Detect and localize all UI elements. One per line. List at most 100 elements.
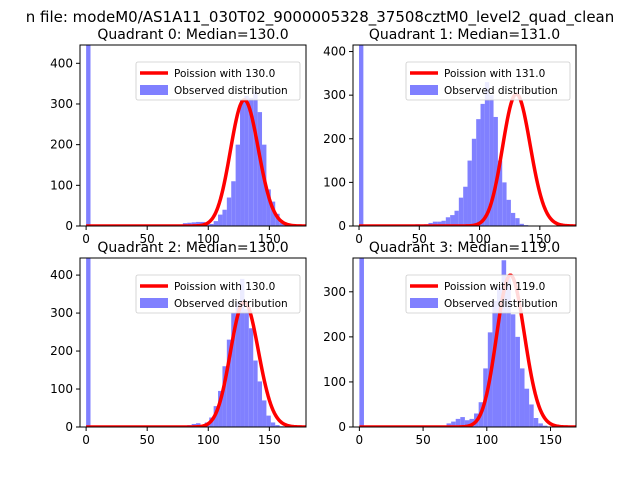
- x-tick-label: 0: [82, 433, 90, 447]
- histogram-bar: [489, 95, 494, 226]
- histogram-bar: [493, 116, 498, 226]
- legend-entry-observed: Observed distribution: [444, 298, 558, 310]
- y-tick-label: 100: [323, 175, 346, 189]
- legend-entry-poisson: Poission with 130.0: [174, 68, 275, 80]
- histogram-bar: [501, 260, 507, 427]
- histogram-bar: [266, 415, 271, 427]
- subplot-title: Quadrant 0: Median=130.0: [97, 27, 288, 43]
- histogram-bar: [257, 381, 263, 427]
- histogram-bar: [506, 278, 511, 427]
- histogram-bar: [262, 400, 267, 427]
- histogram-bar: [463, 186, 468, 226]
- legend-patch-swatch: [410, 85, 438, 95]
- histogram-bar: [231, 313, 236, 427]
- y-tick-label: 300: [323, 285, 346, 299]
- histogram-bar: [524, 388, 530, 427]
- axes-frame: [79, 257, 307, 428]
- histogram-bar: [275, 425, 280, 427]
- legend-entry-poisson: Poission with 119.0: [444, 281, 545, 293]
- poisson-curve: [358, 273, 576, 427]
- histogram-bar: [476, 119, 481, 226]
- y-tick-label: 300: [323, 88, 346, 102]
- histogram-bar: [248, 97, 254, 226]
- histogram-bar: [450, 215, 455, 226]
- axes-frame: [352, 44, 577, 227]
- y-tick-label: 300: [50, 306, 73, 320]
- x-tick-label: 150: [528, 232, 551, 246]
- y-tick-label: 200: [50, 138, 73, 152]
- histogram-bar: [515, 218, 520, 226]
- x-tick-label: 50: [140, 433, 155, 447]
- x-tick-label: 150: [258, 433, 281, 447]
- histogram-bar: [451, 421, 456, 427]
- y-tick-label: 100: [50, 178, 73, 192]
- legend-entry-observed: Observed distribution: [174, 85, 288, 97]
- x-tick-label: 50: [140, 232, 155, 246]
- histogram-bar: [275, 213, 280, 226]
- plot-area: [358, 258, 576, 427]
- histogram-bar: [542, 425, 548, 427]
- legend-entry-poisson: Poission with 130.0: [174, 281, 275, 293]
- subplot-title: Quadrant 3: Median=119.0: [369, 240, 560, 256]
- histogram-bar: [218, 214, 223, 226]
- histogram-bar: [257, 112, 263, 226]
- histogram-bar: [484, 82, 490, 226]
- histogram-bar: [244, 95, 249, 226]
- histogram-bar: [519, 368, 525, 427]
- histogram-bar: [226, 197, 232, 226]
- legend-patch-swatch: [410, 298, 438, 308]
- y-tick-label: 300: [50, 97, 73, 111]
- histogram-bar: [191, 222, 197, 226]
- y-tick-label: 200: [323, 132, 346, 146]
- legend-entry-observed: Observed distribution: [174, 298, 288, 310]
- x-tick-label: 150: [539, 433, 562, 447]
- histogram-bar: [454, 210, 459, 226]
- x-tick-label: 100: [475, 433, 498, 447]
- legend: Poission with 130.0 Observed distribution: [135, 61, 301, 101]
- histogram-bar: [235, 301, 241, 427]
- histogram-bar: [510, 212, 516, 226]
- histogram-bar: [471, 138, 477, 226]
- y-tick-label: 100: [50, 382, 73, 396]
- x-tick-label: 0: [355, 232, 363, 246]
- histogram-bar: [529, 404, 534, 427]
- histogram-bar: [464, 420, 470, 427]
- histogram-bar: [253, 360, 258, 427]
- poisson-curve: [85, 98, 306, 226]
- histogram-bar: [441, 220, 446, 226]
- subplot-quadrant-1: 0 50 100 150 0 100 200 300 400 Quadrant 1: Median…: [323, 27, 577, 246]
- histogram-bar: [458, 197, 464, 226]
- histogram-bar: [244, 309, 249, 427]
- histogram-bar: [226, 339, 232, 427]
- histogram-bar: [235, 144, 241, 226]
- histogram-bar: [270, 201, 276, 226]
- histogram-bar: [538, 423, 543, 427]
- axes-frame: [352, 257, 577, 428]
- y-tick-label: 100: [323, 375, 346, 389]
- subplot-quadrant-0: 0 50 100 150 0 100 200 300 400 Quadrant 0: Median…: [50, 27, 307, 246]
- histogram-bar: [279, 222, 285, 226]
- x-tick-label: 150: [258, 232, 281, 246]
- histogram-bar: [432, 221, 438, 226]
- histogram-bar: [455, 418, 461, 427]
- legend: Poission with 130.0 Observed distribution: [135, 274, 301, 314]
- legend-entry-observed: Observed distribution: [444, 85, 558, 97]
- histogram-bar: [270, 422, 276, 427]
- x-tick-label: 100: [197, 232, 220, 246]
- subplot-title: Quadrant 1: Median=131.0: [369, 27, 560, 43]
- histogram-bar: [437, 221, 442, 226]
- x-tick-label: 100: [197, 433, 220, 447]
- axes-frame: [79, 44, 307, 227]
- histogram-bar: [480, 103, 485, 226]
- histogram-bar: [209, 223, 214, 226]
- histogram-bar: [86, 45, 91, 226]
- legend-patch-swatch: [140, 298, 168, 308]
- histogram-bar: [86, 258, 91, 427]
- histogram-bar: [213, 221, 219, 226]
- histogram-bar: [248, 328, 254, 427]
- y-tick-label: 400: [50, 56, 73, 70]
- subplot-title: Quadrant 2: Median=130.0: [97, 240, 288, 256]
- x-tick-label: 50: [415, 433, 430, 447]
- subplot-quadrant-2: 0 50 100 150 0 100 200 300 400 Quadrant 2: Median…: [50, 240, 307, 447]
